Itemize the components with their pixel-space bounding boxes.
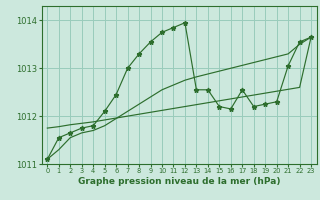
- X-axis label: Graphe pression niveau de la mer (hPa): Graphe pression niveau de la mer (hPa): [78, 177, 280, 186]
